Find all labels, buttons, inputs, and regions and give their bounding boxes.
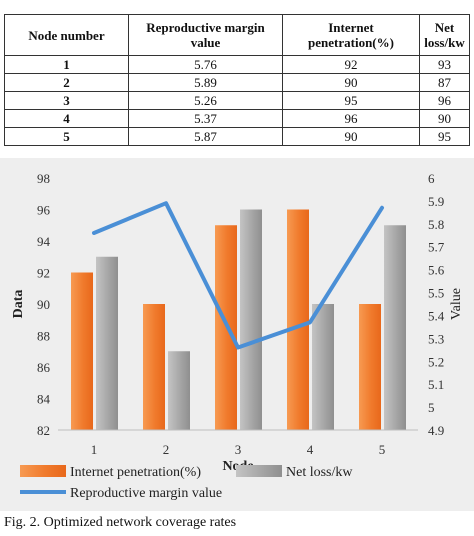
x-tick-label: 1 [91, 442, 98, 457]
cell-margin: 5.37 [128, 109, 283, 128]
bar-internet-penetration [287, 209, 309, 430]
legend-label-internet-penetration: Internet penetration(%) [70, 465, 201, 480]
cell-penetration: 90 [282, 127, 420, 146]
cell-penetration: 90 [282, 73, 420, 92]
bar-internet-penetration [71, 272, 93, 430]
legend-label-net-loss: Net loss/kw [286, 465, 353, 480]
cell-penetration: 95 [282, 91, 420, 110]
y2-tick-label: 6 [428, 171, 435, 186]
legend-swatch-internet-penetration [20, 465, 66, 477]
cell-node: 1 [4, 55, 129, 74]
y-tick-label: 82 [37, 423, 50, 438]
y2-tick-label: 5 [428, 400, 435, 415]
bar-net-loss [384, 225, 406, 430]
cell-node: 2 [4, 73, 129, 92]
cell-margin: 5.87 [128, 127, 283, 146]
cell-loss: 93 [419, 55, 470, 74]
cell-margin: 5.76 [128, 55, 283, 74]
chart-container: 98 96 94 92 90 88 86 84 82 6 5.9 5.8 5.7 5.6 5.5 5.4 5.3… [0, 158, 474, 511]
y2-tick-label: 5.8 [428, 217, 444, 232]
y2-tick-label: 5.7 [428, 240, 445, 255]
y-tick-label: 96 [37, 203, 51, 218]
y-tick-label: 84 [37, 392, 51, 407]
y-tick-label: 90 [37, 297, 50, 312]
bar-net-loss [312, 304, 334, 430]
table-row: 3 5.26 95 96 [4, 91, 470, 110]
header-internet-penetration: Internet penetration(%) [282, 14, 420, 56]
y2-tick-label: 5.3 [428, 331, 444, 346]
table-row: 2 5.89 90 87 [4, 73, 470, 92]
bar-net-loss [96, 256, 118, 430]
table-header-row: Node number Reproductive margin value In… [4, 14, 470, 56]
cell-node: 5 [4, 127, 129, 146]
y-tick-label: 94 [37, 234, 51, 249]
header-reproductive-margin: Reproductive margin value [128, 14, 283, 56]
y2-tick-label: 4.9 [428, 423, 444, 438]
y-tick-label: 86 [37, 360, 51, 375]
bar-net-loss [168, 351, 190, 430]
y2-tick-label: 5.6 [428, 263, 445, 278]
x-tick-label: 4 [307, 442, 314, 457]
bar-internet-penetration [143, 304, 165, 430]
cell-margin: 5.89 [128, 73, 283, 92]
table-row: 5 5.87 90 95 [4, 127, 470, 146]
cell-penetration: 92 [282, 55, 420, 74]
header-node-number: Node number [4, 14, 129, 56]
y2-tick-label: 5.1 [428, 377, 444, 392]
y2-tick-label: 5.9 [428, 194, 444, 209]
legend-label-reproductive-margin: Reproductive margin value [70, 486, 222, 501]
legend-swatch-net-loss [236, 465, 282, 477]
y-axis-title: Data [11, 290, 26, 319]
cell-loss: 96 [419, 91, 470, 110]
cell-node: 3 [4, 91, 129, 110]
bar-net-loss [240, 209, 262, 430]
cell-node: 4 [4, 109, 129, 128]
header-net-loss: Net loss/kw [419, 14, 470, 56]
figure-caption: Fig. 2. Optimized network coverage rates [4, 515, 237, 530]
y-tick-label: 88 [37, 329, 50, 344]
cut-off-table-title [0, 0, 474, 13]
y-tick-label: 92 [37, 266, 50, 281]
cell-loss: 90 [419, 109, 470, 128]
table-row: 1 5.76 92 93 [4, 55, 470, 74]
cell-margin: 5.26 [128, 91, 283, 110]
line-reproductive-margin [92, 201, 384, 350]
combo-chart: 98 96 94 92 90 88 86 84 82 6 5.9 5.8 5.7 5.6 5.5 5.4 5.3… [0, 158, 474, 511]
x-tick-label: 5 [379, 442, 386, 457]
y2-tick-label: 5.2 [428, 354, 444, 369]
y2-tick-label: 5.5 [428, 286, 444, 301]
y2-axis-title: Value [449, 288, 464, 320]
cell-penetration: 96 [282, 109, 420, 128]
bar-internet-penetration [359, 304, 381, 430]
cell-loss: 95 [419, 127, 470, 146]
y2-tick-label: 5.4 [428, 308, 445, 323]
data-table: Node number Reproductive margin value In… [4, 14, 470, 146]
x-tick-label: 3 [235, 442, 242, 457]
cell-loss: 87 [419, 73, 470, 92]
table-row: 4 5.37 96 90 [4, 109, 470, 128]
x-tick-label: 2 [163, 442, 170, 457]
y-tick-label: 98 [37, 171, 50, 186]
